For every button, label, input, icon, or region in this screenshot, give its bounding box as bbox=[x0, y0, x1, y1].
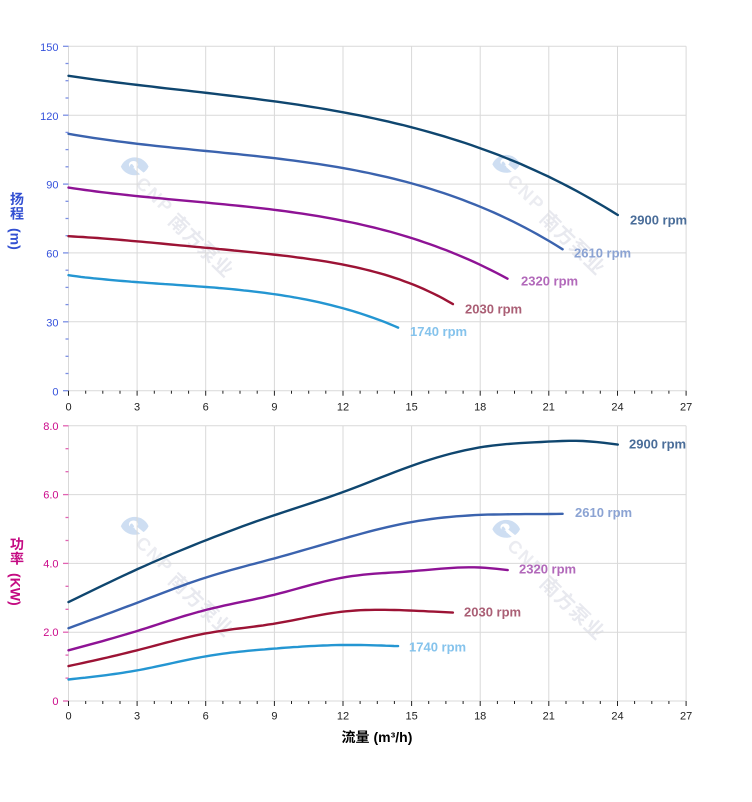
svg-text:6: 6 bbox=[203, 711, 209, 723]
svg-text:21: 21 bbox=[543, 402, 555, 414]
svg-text:3: 3 bbox=[134, 711, 140, 723]
svg-text:2610 rpm: 2610 rpm bbox=[574, 246, 631, 261]
svg-text:2.0: 2.0 bbox=[43, 627, 58, 639]
svg-text:12: 12 bbox=[337, 711, 349, 723]
svg-text:90: 90 bbox=[46, 180, 58, 192]
svg-text:1740 rpm: 1740 rpm bbox=[409, 640, 466, 655]
svg-text:24: 24 bbox=[611, 711, 623, 723]
svg-text:30: 30 bbox=[46, 317, 58, 329]
svg-text:150: 150 bbox=[40, 42, 58, 54]
svg-text:2900 rpm: 2900 rpm bbox=[630, 213, 687, 228]
svg-text:15: 15 bbox=[405, 402, 417, 414]
svg-text:0: 0 bbox=[65, 711, 71, 723]
svg-text:0: 0 bbox=[52, 696, 58, 708]
svg-text:27: 27 bbox=[680, 711, 692, 723]
svg-text:0: 0 bbox=[52, 386, 58, 398]
svg-text:2030 rpm: 2030 rpm bbox=[465, 302, 522, 317]
svg-text:(KW): (KW) bbox=[8, 573, 24, 606]
svg-text:2320 rpm: 2320 rpm bbox=[519, 562, 576, 577]
svg-text:8.0: 8.0 bbox=[43, 421, 58, 433]
svg-text:3: 3 bbox=[134, 402, 140, 414]
svg-text:(m³/h): (m³/h) bbox=[374, 729, 413, 745]
svg-text:2900 rpm: 2900 rpm bbox=[629, 437, 686, 452]
svg-text:27: 27 bbox=[680, 402, 692, 414]
svg-text:6: 6 bbox=[203, 402, 209, 414]
svg-text:120: 120 bbox=[40, 111, 58, 123]
svg-text:60: 60 bbox=[46, 249, 58, 261]
svg-text:4.0: 4.0 bbox=[43, 558, 58, 570]
svg-text:2610 rpm: 2610 rpm bbox=[575, 505, 632, 520]
svg-text:(m): (m) bbox=[8, 228, 24, 250]
svg-text:24: 24 bbox=[611, 402, 623, 414]
svg-text:9: 9 bbox=[271, 402, 277, 414]
svg-text:21: 21 bbox=[543, 711, 555, 723]
svg-text:2030 rpm: 2030 rpm bbox=[464, 605, 521, 620]
svg-text:0: 0 bbox=[65, 402, 71, 414]
svg-text:18: 18 bbox=[474, 402, 486, 414]
svg-text:15: 15 bbox=[405, 711, 417, 723]
svg-text:12: 12 bbox=[337, 402, 349, 414]
svg-text:1740 rpm: 1740 rpm bbox=[410, 324, 467, 339]
svg-text:18: 18 bbox=[474, 711, 486, 723]
svg-text:6.0: 6.0 bbox=[43, 490, 58, 502]
svg-text:2320 rpm: 2320 rpm bbox=[521, 274, 578, 289]
svg-text:9: 9 bbox=[271, 711, 277, 723]
